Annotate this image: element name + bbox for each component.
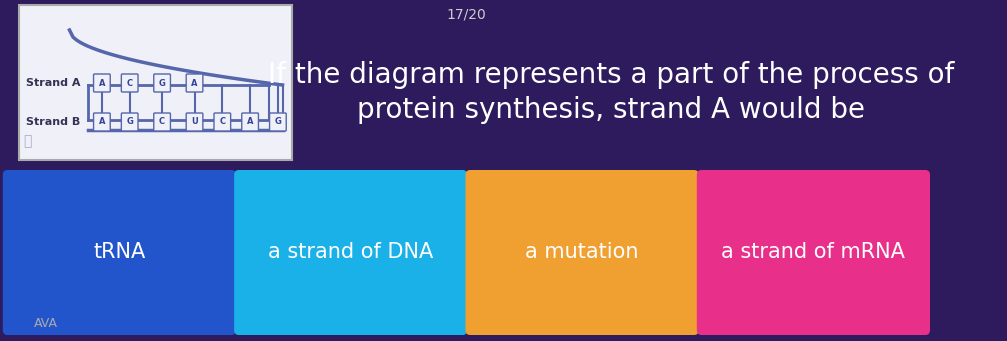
Text: C: C — [127, 78, 133, 88]
FancyBboxPatch shape — [3, 170, 236, 335]
Text: U: U — [191, 118, 198, 127]
Text: a mutation: a mutation — [526, 242, 638, 263]
FancyBboxPatch shape — [465, 170, 699, 335]
Text: tRNA: tRNA — [94, 242, 145, 263]
Text: G: G — [159, 78, 165, 88]
FancyBboxPatch shape — [186, 74, 202, 92]
Text: A: A — [99, 78, 105, 88]
Text: A: A — [191, 78, 197, 88]
FancyBboxPatch shape — [18, 5, 292, 160]
FancyBboxPatch shape — [122, 113, 138, 131]
Text: Strand A: Strand A — [26, 78, 81, 88]
FancyBboxPatch shape — [186, 113, 202, 131]
FancyBboxPatch shape — [697, 170, 930, 335]
Text: a strand of DNA: a strand of DNA — [268, 242, 433, 263]
FancyBboxPatch shape — [122, 74, 138, 92]
Text: 17/20: 17/20 — [446, 8, 485, 22]
FancyBboxPatch shape — [154, 74, 170, 92]
Text: AVA: AVA — [34, 317, 58, 330]
Text: C: C — [159, 118, 165, 127]
FancyBboxPatch shape — [213, 113, 231, 131]
FancyBboxPatch shape — [242, 113, 259, 131]
Text: Strand B: Strand B — [26, 117, 81, 127]
Text: C: C — [220, 118, 226, 127]
Text: G: G — [126, 118, 133, 127]
Text: 🔍: 🔍 — [23, 134, 31, 148]
FancyBboxPatch shape — [94, 74, 110, 92]
FancyBboxPatch shape — [270, 113, 286, 131]
Text: G: G — [275, 118, 281, 127]
Text: A: A — [99, 118, 105, 127]
Text: If the diagram represents a part of the process of: If the diagram represents a part of the … — [268, 61, 955, 89]
FancyBboxPatch shape — [154, 113, 170, 131]
Text: a strand of mRNA: a strand of mRNA — [721, 242, 905, 263]
Text: protein synthesis, strand A would be: protein synthesis, strand A would be — [357, 96, 865, 124]
Text: A: A — [247, 118, 254, 127]
FancyBboxPatch shape — [94, 113, 110, 131]
FancyBboxPatch shape — [234, 170, 467, 335]
